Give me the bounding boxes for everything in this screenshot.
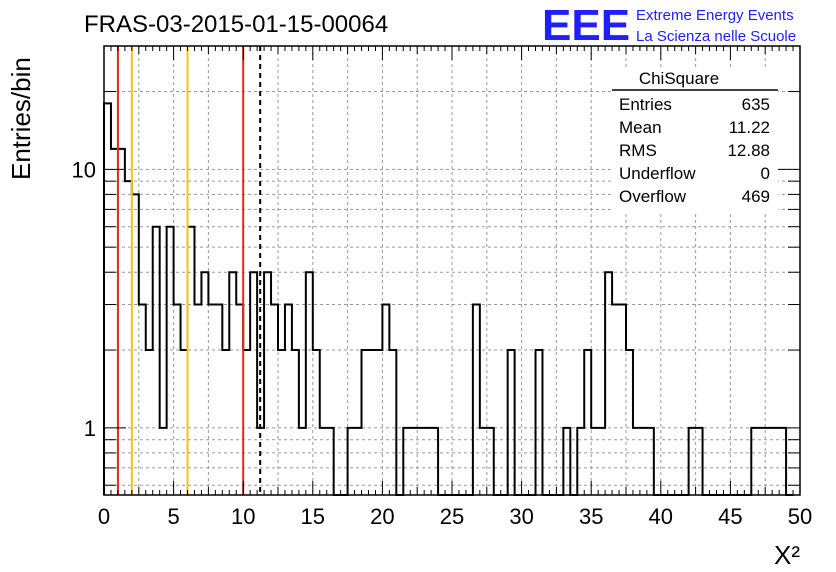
x-tick-label: 40 (649, 504, 673, 529)
logo-line-2: La Scienza nelle Scuole (636, 28, 796, 45)
x-axis-title: X² (774, 540, 800, 570)
reference-lines (116, 46, 262, 495)
x-tick-label: 50 (788, 504, 812, 529)
stats-box-background (612, 68, 778, 212)
logo-text: EEE (542, 1, 630, 50)
x-tick-label: 15 (301, 504, 325, 529)
stats-label: Overflow (619, 187, 687, 206)
y-tick-label: 1 (84, 416, 96, 441)
x-tick-label: 10 (231, 504, 255, 529)
tick-labels: 0 5 10 15 20 25 30 35 40 45 50 1 10 (72, 157, 813, 529)
x-tick-label: 35 (579, 504, 603, 529)
axes (103, 45, 801, 496)
x-tick-label: 20 (370, 504, 394, 529)
stats-label: Entries (619, 95, 672, 114)
stats-label: Underflow (619, 164, 696, 183)
plot-frame (103, 45, 801, 496)
stats-title: ChiSquare (639, 69, 719, 88)
stats-label: RMS (619, 141, 657, 160)
stats-box: ChiSquare Entries 635 Mean 11.22 RMS 12.88 Und… (612, 68, 778, 212)
stats-value: 469 (742, 187, 770, 206)
x-tick-label: 25 (440, 504, 464, 529)
y-axis-title: Entries/bin (6, 57, 36, 180)
x-tick-label: 5 (167, 504, 179, 529)
stats-rows: Entries 635 Mean 11.22 RMS 12.88 Underflow 0 Ove… (619, 95, 770, 206)
eee-logo: EEE Extreme Energy Events La Scienza nel… (542, 1, 796, 50)
x-tick-label: 45 (718, 504, 742, 529)
x-tick-label: 30 (509, 504, 533, 529)
stats-value: 635 (742, 95, 770, 114)
logo-line-1: Extreme Energy Events (636, 7, 794, 24)
x-tick-label: 0 (98, 504, 110, 529)
stats-label: Mean (619, 118, 662, 137)
stats-value: 12.88 (727, 141, 770, 160)
stats-value: 0 (761, 164, 770, 183)
chart-title: FRAS-03-2015-01-15-00064 (84, 11, 388, 38)
stats-value: 11.22 (729, 118, 770, 137)
y-tick-label: 10 (72, 157, 96, 182)
